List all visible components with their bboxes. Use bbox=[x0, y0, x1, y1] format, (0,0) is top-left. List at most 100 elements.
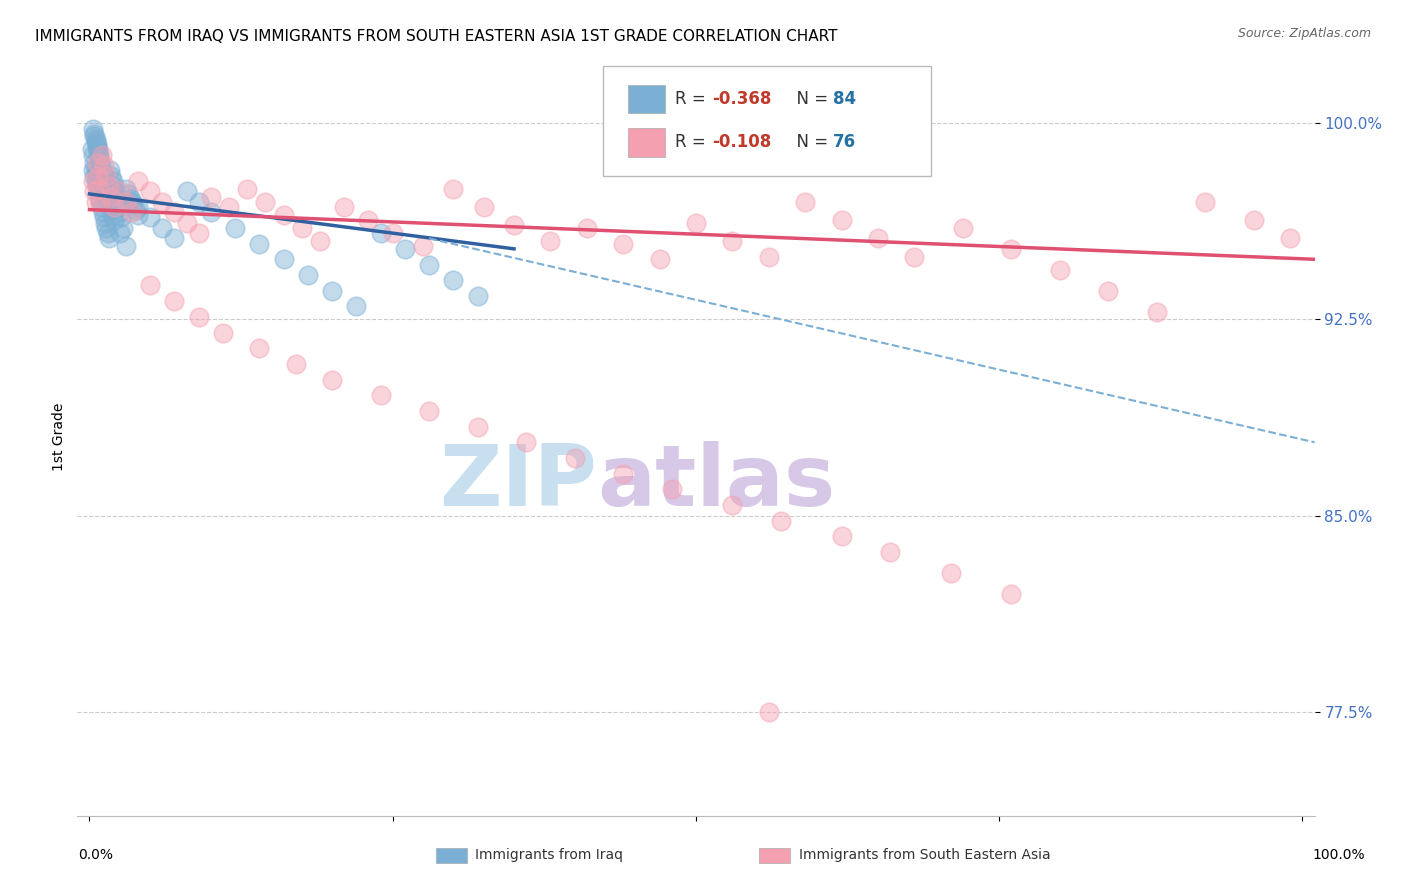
Point bbox=[90, 186, 112, 201]
Text: N =: N = bbox=[786, 133, 834, 152]
Point bbox=[91, 166, 114, 180]
Point bbox=[83, 129, 105, 144]
Point bbox=[86, 140, 108, 154]
Point bbox=[284, 357, 307, 371]
Point bbox=[381, 226, 404, 240]
Y-axis label: 1st Grade: 1st Grade bbox=[52, 403, 66, 471]
Point bbox=[218, 200, 240, 214]
Text: 84: 84 bbox=[834, 90, 856, 108]
Point bbox=[236, 182, 259, 196]
Point bbox=[86, 166, 108, 180]
Point bbox=[89, 189, 111, 203]
Point bbox=[86, 179, 108, 194]
Point bbox=[97, 192, 120, 206]
Point bbox=[418, 404, 440, 418]
Point bbox=[357, 213, 380, 227]
Text: atlas: atlas bbox=[598, 441, 835, 524]
Point bbox=[98, 163, 121, 178]
Point bbox=[127, 200, 149, 214]
Point bbox=[291, 221, 314, 235]
Point bbox=[108, 205, 131, 219]
Point bbox=[80, 143, 103, 157]
Point bbox=[224, 221, 246, 235]
Point bbox=[89, 177, 111, 191]
Point bbox=[176, 184, 198, 198]
Point bbox=[1194, 194, 1216, 209]
Point bbox=[115, 194, 138, 209]
Point bbox=[503, 219, 526, 233]
Text: Source: ZipAtlas.com: Source: ZipAtlas.com bbox=[1237, 27, 1371, 40]
Point bbox=[84, 132, 107, 146]
Point bbox=[394, 242, 416, 256]
Point bbox=[661, 483, 683, 497]
Text: 76: 76 bbox=[834, 133, 856, 152]
Point bbox=[97, 179, 120, 194]
Point bbox=[87, 184, 110, 198]
Point bbox=[1049, 262, 1071, 277]
Point bbox=[82, 163, 104, 178]
Point bbox=[96, 169, 118, 183]
Point bbox=[758, 705, 780, 719]
Point bbox=[89, 182, 111, 196]
Point bbox=[952, 221, 974, 235]
Point bbox=[108, 226, 131, 240]
Point bbox=[121, 194, 143, 209]
Point bbox=[758, 250, 780, 264]
Point bbox=[273, 252, 295, 267]
Point bbox=[112, 221, 135, 235]
Point bbox=[866, 231, 889, 245]
Point bbox=[103, 213, 125, 227]
Text: Immigrants from Iraq: Immigrants from Iraq bbox=[475, 848, 623, 863]
Point bbox=[127, 174, 149, 188]
Point bbox=[612, 236, 634, 251]
Point bbox=[721, 498, 744, 512]
Point bbox=[93, 211, 115, 225]
Point bbox=[83, 127, 105, 141]
Point bbox=[879, 545, 901, 559]
Point bbox=[309, 234, 332, 248]
Point bbox=[538, 234, 561, 248]
Point bbox=[122, 197, 145, 211]
Point bbox=[105, 189, 128, 203]
Point bbox=[150, 221, 173, 235]
Text: IMMIGRANTS FROM IRAQ VS IMMIGRANTS FROM SOUTH EASTERN ASIA 1ST GRADE CORRELATION: IMMIGRANTS FROM IRAQ VS IMMIGRANTS FROM … bbox=[35, 29, 838, 44]
Point bbox=[441, 273, 464, 287]
Text: 100.0%: 100.0% bbox=[1312, 847, 1365, 862]
FancyBboxPatch shape bbox=[628, 85, 665, 113]
Point bbox=[94, 177, 117, 191]
Point bbox=[321, 284, 343, 298]
Point bbox=[247, 236, 270, 251]
Point bbox=[83, 155, 105, 169]
Point bbox=[441, 182, 464, 196]
Point bbox=[108, 184, 131, 198]
Point bbox=[254, 194, 277, 209]
Point bbox=[472, 200, 495, 214]
Text: R =: R = bbox=[675, 133, 711, 152]
Point bbox=[247, 341, 270, 355]
Point bbox=[87, 169, 110, 183]
Point bbox=[86, 137, 108, 152]
Point bbox=[187, 226, 209, 240]
Point bbox=[84, 135, 107, 149]
Point bbox=[515, 435, 537, 450]
Point bbox=[87, 145, 110, 160]
Point bbox=[139, 278, 162, 293]
Point bbox=[467, 289, 489, 303]
Point bbox=[939, 566, 962, 580]
Point bbox=[103, 179, 125, 194]
Point bbox=[831, 213, 853, 227]
Point bbox=[163, 205, 186, 219]
Point bbox=[94, 216, 117, 230]
Point bbox=[89, 147, 111, 161]
Point bbox=[333, 200, 356, 214]
Point bbox=[1097, 284, 1119, 298]
Point bbox=[648, 252, 671, 267]
Point bbox=[117, 186, 139, 201]
Point bbox=[200, 205, 222, 219]
Point bbox=[903, 250, 925, 264]
Point bbox=[97, 231, 120, 245]
Point bbox=[115, 239, 138, 253]
Point bbox=[100, 169, 122, 183]
Point bbox=[150, 194, 173, 209]
Text: ZIP: ZIP bbox=[439, 441, 598, 524]
